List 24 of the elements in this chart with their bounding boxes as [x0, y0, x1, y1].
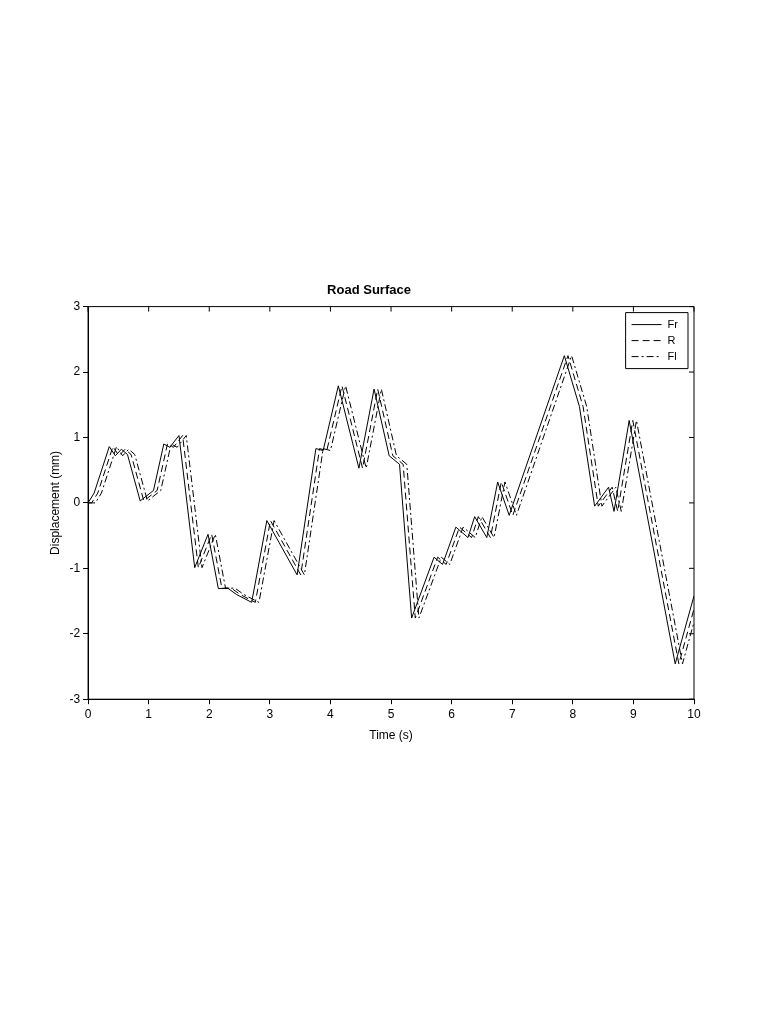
x-tick-label: 7 — [508, 706, 516, 721]
y-tick-label: -2 — [69, 626, 81, 641]
x-axis-title: Time (s) — [369, 728, 413, 743]
x-tick-label: 4 — [327, 706, 335, 721]
y-axis-title: Displacement (mm) — [47, 450, 62, 555]
x-tick-label: 0 — [84, 706, 92, 721]
y-tick-label: 2 — [73, 364, 81, 379]
x-tick-label: 9 — [630, 706, 638, 721]
y-tick-label: -3 — [69, 691, 81, 706]
legend-label: Fl — [667, 349, 677, 362]
x-tick-label: 6 — [448, 706, 456, 721]
x-tick-label: 8 — [569, 706, 577, 721]
legend-label: R — [667, 333, 676, 346]
x-tick-label: 1 — [145, 706, 153, 721]
x-tick-label: 3 — [266, 706, 274, 721]
y-tick-label: 0 — [73, 495, 81, 510]
y-tick-label: 3 — [73, 298, 81, 313]
legend-label: Fr — [667, 317, 679, 330]
x-tick-label: 2 — [205, 706, 213, 721]
x-tick-label: 5 — [387, 706, 395, 721]
y-tick-label: -1 — [69, 560, 81, 575]
y-tick-label: 1 — [73, 429, 81, 444]
chart-title: Road Surface — [327, 282, 411, 298]
x-tick-label: 10 — [687, 706, 701, 721]
